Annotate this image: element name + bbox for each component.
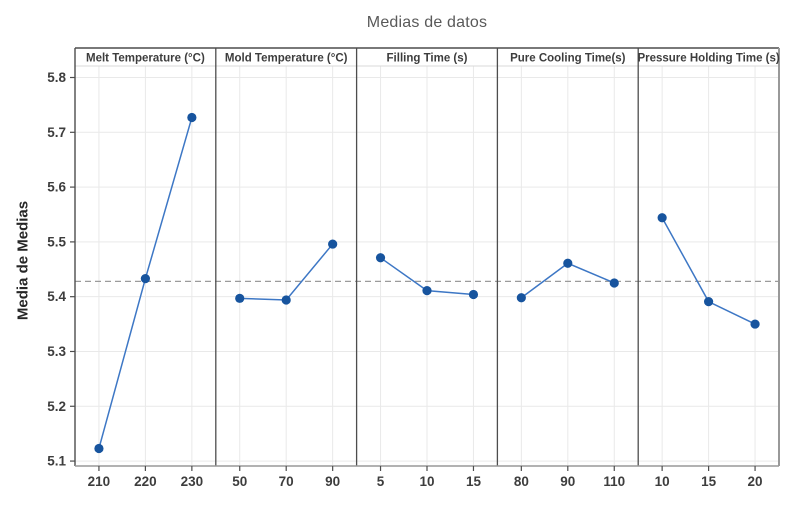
data-point — [750, 319, 760, 329]
data-point — [422, 286, 432, 296]
y-tick-label: 5.1 — [47, 454, 66, 469]
x-tick-label: 90 — [325, 474, 340, 489]
x-tick-label: 90 — [560, 474, 575, 489]
x-tick-label: 10 — [655, 474, 670, 489]
x-tick-label: 50 — [232, 474, 247, 489]
panel-header-label: Melt Temperature (°C) — [86, 53, 205, 65]
panel-header-label: Mold Temperature (°C) — [225, 53, 348, 65]
y-tick-label: 5.8 — [47, 70, 66, 85]
data-point — [657, 213, 667, 223]
data-point — [328, 239, 338, 249]
y-tick-label: 5.6 — [47, 180, 66, 195]
data-point — [187, 112, 197, 123]
y-tick-label: 5.7 — [47, 125, 66, 140]
data-point — [94, 443, 104, 454]
x-tick-label: 15 — [466, 474, 482, 489]
x-tick-label: 80 — [514, 474, 529, 489]
x-tick-label: 10 — [419, 474, 434, 489]
x-tick-label: 230 — [181, 474, 204, 489]
y-tick-label: 5.3 — [47, 344, 66, 359]
panel-header-label: Filling Time (s) — [387, 53, 468, 65]
data-point — [563, 258, 573, 268]
x-tick-label: 210 — [88, 474, 111, 489]
x-tick-label: 110 — [603, 474, 625, 489]
data-point — [609, 278, 619, 288]
chart-title: Medias de datos — [366, 14, 488, 31]
data-point — [235, 293, 245, 303]
data-point — [375, 253, 386, 263]
data-point — [468, 289, 479, 300]
x-tick-label: 20 — [748, 474, 763, 489]
y-tick-label: 5.5 — [47, 234, 66, 249]
data-point — [516, 293, 526, 303]
data-point — [704, 297, 714, 307]
panel-header-label: Pressure Holding Time (s) — [637, 53, 779, 65]
data-point — [140, 274, 150, 284]
y-tick-label: 5.4 — [47, 289, 66, 304]
data-point — [281, 295, 291, 305]
x-tick-label: 5 — [377, 474, 385, 489]
y-tick-label: 5.2 — [47, 399, 66, 414]
x-tick-label: 15 — [701, 474, 717, 489]
x-tick-label: 220 — [134, 474, 157, 489]
x-tick-label: 70 — [279, 474, 294, 489]
panel-header-label: Pure Cooling Time(s) — [510, 53, 626, 65]
